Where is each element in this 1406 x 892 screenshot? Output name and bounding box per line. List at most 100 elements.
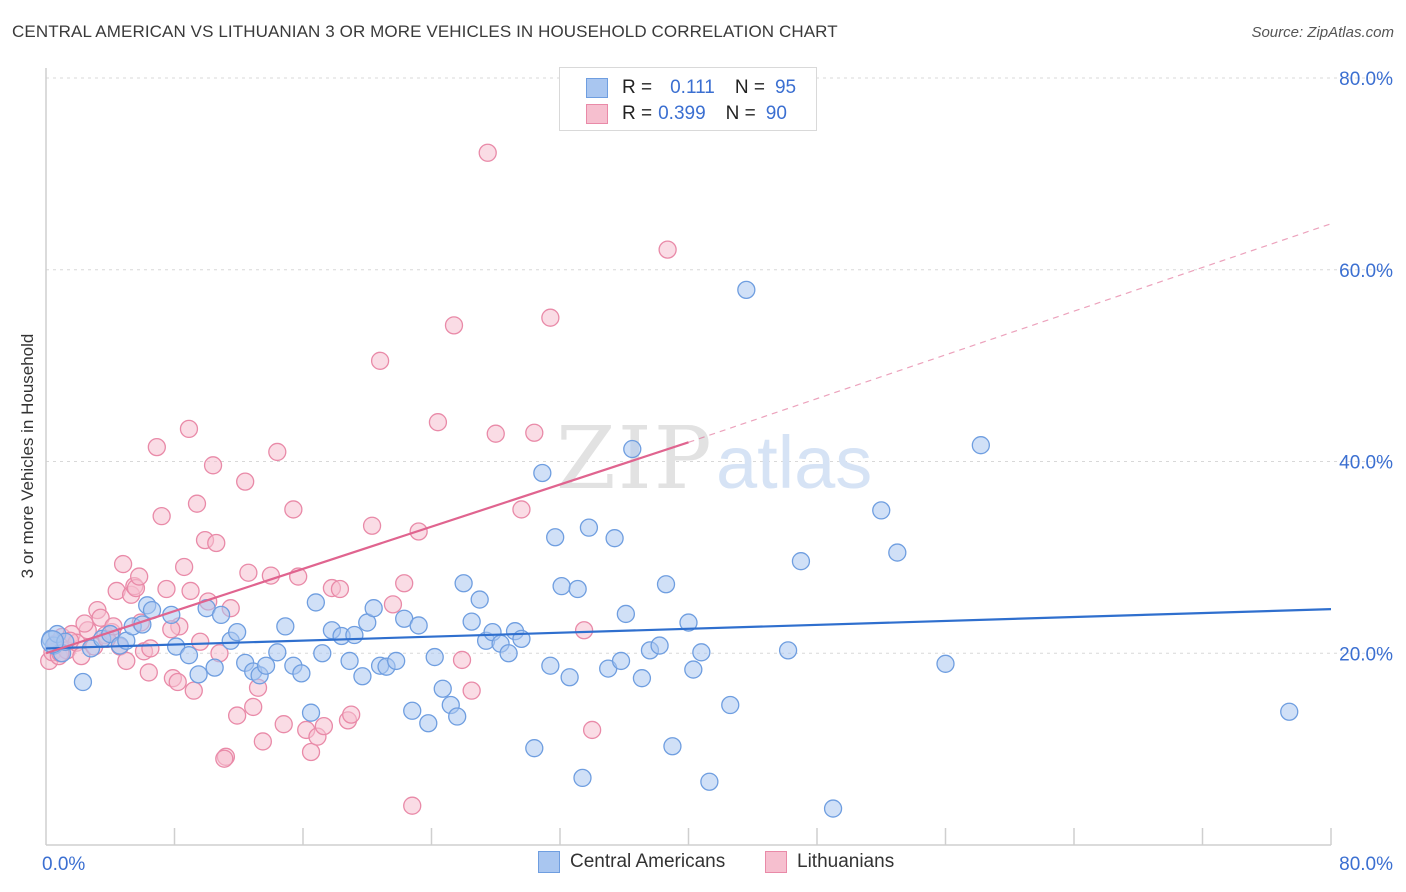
lithuanian-point [184,681,203,700]
central-american-point [433,679,452,698]
central-american-point [684,660,703,679]
legend-row-lithuanians: R = 0.399 N = 90 [586,102,787,126]
central-american-point [579,518,599,537]
central-american-point [616,604,636,624]
lithuanian-point [452,650,472,670]
lithuanian-point [370,351,390,370]
central-american-point [462,612,481,631]
lithuanian-point [428,413,448,432]
lithuanian-point [444,316,464,335]
central-american-point [552,576,571,596]
central-american-point [340,651,359,671]
lithuanian-point [168,672,187,692]
lithuanian-point [239,563,258,582]
legend-n-label: N = [725,103,756,124]
watermark-zip: ZIP [556,409,714,509]
central-american-point [888,543,907,562]
lithuanian-point [301,742,321,762]
watermark-atlas: atlas [716,421,872,504]
central-american-point [276,617,295,636]
central-american-point [791,552,811,571]
lithuanian-point [244,697,263,717]
central-american-point [448,707,467,726]
lithuanian-point [157,579,176,599]
central-american-point [573,768,592,788]
chart-title: CENTRAL AMERICAN VS LITHUANIAN 3 OR MORE… [12,22,838,41]
lithuanian-point [187,494,207,513]
source-label: Source: ZipAtlas.com [1251,24,1394,41]
lithuanian-point [462,681,481,700]
central-american-point [403,701,422,720]
legend-n-value: 90 [765,103,787,124]
bottom-legend-swatch-pink [765,851,787,873]
central-american-point [353,667,372,686]
lithuanian-point [253,732,272,751]
central-american-point [605,529,624,548]
central-american-point [541,656,560,675]
y-tick-label: 80.0% [1339,69,1393,90]
central-american-point [568,579,587,599]
central-american-point [499,644,518,663]
central-american-point [679,613,698,632]
lithuanian-point [207,533,226,553]
central-american-point [560,668,579,687]
lithuanian-point [342,705,361,724]
central-american-point [189,665,208,684]
central-american-point [364,599,383,618]
central-american-point [179,646,199,665]
central-americans-trend-line [45,608,1332,650]
central-american-point [623,439,642,459]
central-american-point [409,616,428,635]
central-american-point [778,641,798,660]
central-american-point [546,528,565,547]
central-american-point [656,575,676,594]
lithuanian-point [174,557,194,577]
bottom-legend-label: Lithuanians [797,851,895,872]
lithuanians-points [40,143,677,815]
bottom-legend-swatch-blue [538,851,560,873]
legend: R = 0.111 N = 95 R = 0.399 N = 90 [559,67,817,131]
lithuanian-point [403,796,422,815]
central-american-point [533,463,552,483]
central-american-point [301,703,321,722]
lithuanian-point [130,567,149,586]
central-american-point [419,714,438,733]
central-american-point [632,669,652,688]
watermark: ZIP atlas [556,409,872,509]
central-american-point [737,280,756,300]
lithuanian-point [75,614,94,633]
lithuanian-point [91,608,110,627]
lithuanians-trend-extension [688,223,1332,443]
central-american-point [650,636,669,655]
central-american-point [1280,702,1299,721]
lithuanian-point [152,506,171,526]
x-tick-labels: 0.0% 80.0% [42,854,1393,875]
lithuanian-point [330,579,350,599]
central-american-point [211,605,231,625]
lithuanian-point [227,706,247,725]
y-tick-label: 60.0% [1339,261,1393,282]
legend-row-central-americans: R = 0.111 N = 95 [586,76,796,100]
lithuanian-point [141,639,160,658]
y-tick-label: 40.0% [1339,453,1393,474]
central-americans-points [40,280,1299,818]
y-axis-label: 3 or more Vehicles in Household [18,333,37,579]
central-american-point [205,658,224,677]
lithuanian-point [383,595,403,614]
lithuanian-point [362,516,382,535]
central-american-point [611,651,631,671]
bottom-legend-lithuanians: Lithuanians [765,851,894,873]
central-american-point [387,651,406,671]
central-american-point [700,772,719,791]
lithuanian-point [268,442,287,462]
legend-r-value: 0.399 [658,103,706,124]
bottom-legend-central-americans: Central Americans [538,851,725,873]
legend-r-label: R = [622,77,653,98]
lithuanian-point [113,554,133,574]
central-american-point [470,590,489,609]
central-american-point [823,799,843,818]
lithuanian-point [181,581,200,601]
legend-n-label: N = [734,77,765,98]
central-american-point [256,656,276,675]
central-american-point [306,593,326,612]
